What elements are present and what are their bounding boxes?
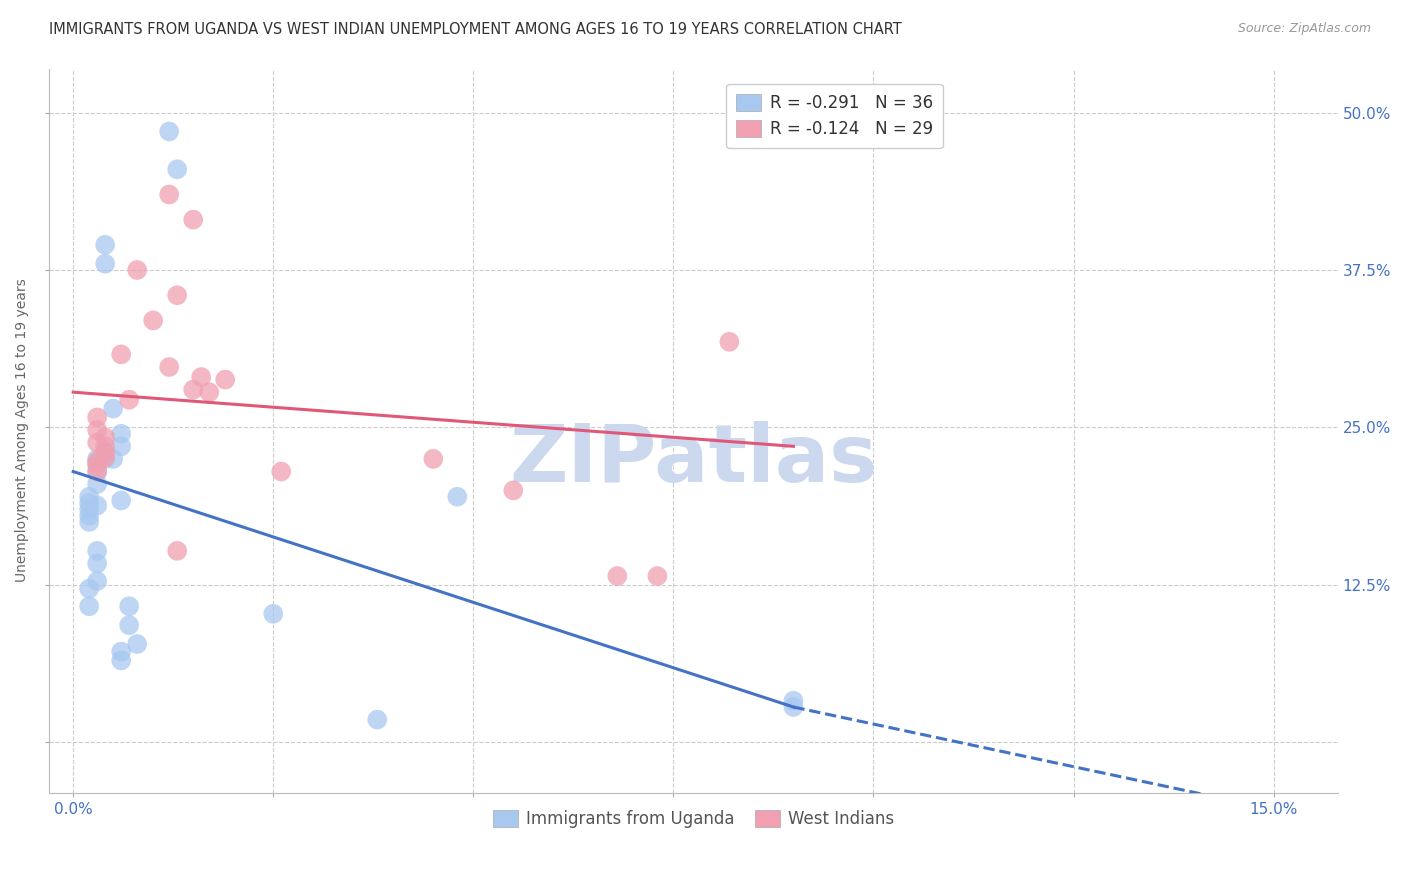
Point: [181, 383, 204, 397]
Point: [127, 637, 149, 651]
Point: [157, 359, 180, 374]
Point: [127, 263, 149, 277]
Point: [718, 334, 741, 349]
Point: [110, 653, 132, 667]
Point: [262, 607, 284, 621]
Point: [110, 439, 132, 453]
Point: [86, 544, 108, 558]
Point: [86, 465, 108, 479]
Point: [422, 451, 444, 466]
Point: [77, 515, 100, 529]
Point: [446, 490, 468, 504]
Point: [110, 426, 132, 441]
Point: [110, 347, 132, 361]
Point: [86, 451, 108, 466]
Point: [94, 450, 117, 465]
Point: [366, 713, 388, 727]
Point: [94, 237, 117, 252]
Point: [606, 569, 628, 583]
Point: [86, 423, 108, 437]
Point: [86, 477, 108, 491]
Point: [86, 557, 108, 571]
Point: [86, 574, 108, 588]
Point: [86, 465, 108, 479]
Point: [86, 458, 108, 473]
Point: [166, 288, 188, 302]
Point: [502, 483, 524, 498]
Point: [157, 124, 180, 138]
Point: [181, 212, 204, 227]
Point: [110, 644, 132, 658]
Point: [77, 582, 100, 596]
Point: [86, 499, 108, 513]
Point: [77, 508, 100, 523]
Point: [198, 385, 221, 400]
Point: [782, 694, 804, 708]
Point: [86, 456, 108, 470]
Point: [110, 493, 132, 508]
Point: [77, 599, 100, 614]
Legend: Immigrants from Uganda, West Indians: Immigrants from Uganda, West Indians: [486, 804, 901, 835]
Point: [94, 445, 117, 459]
Point: [118, 599, 141, 614]
Point: [86, 435, 108, 450]
Point: [101, 401, 124, 416]
Y-axis label: Unemployment Among Ages 16 to 19 years: Unemployment Among Ages 16 to 19 years: [15, 278, 30, 582]
Point: [77, 496, 100, 510]
Point: [101, 451, 124, 466]
Text: Source: ZipAtlas.com: Source: ZipAtlas.com: [1237, 22, 1371, 36]
Point: [77, 502, 100, 516]
Point: [190, 370, 212, 384]
Point: [166, 544, 188, 558]
Point: [782, 700, 804, 714]
Point: [94, 257, 117, 271]
Point: [214, 373, 236, 387]
Point: [94, 451, 117, 466]
Point: [86, 454, 108, 468]
Point: [118, 618, 141, 632]
Point: [270, 465, 292, 479]
Text: ZIPatlas: ZIPatlas: [509, 420, 877, 499]
Point: [118, 392, 141, 407]
Point: [77, 490, 100, 504]
Point: [94, 430, 117, 444]
Point: [647, 569, 669, 583]
Point: [94, 439, 117, 453]
Point: [157, 187, 180, 202]
Point: [142, 313, 165, 327]
Text: IMMIGRANTS FROM UGANDA VS WEST INDIAN UNEMPLOYMENT AMONG AGES 16 TO 19 YEARS COR: IMMIGRANTS FROM UGANDA VS WEST INDIAN UN…: [49, 22, 903, 37]
Point: [94, 445, 117, 459]
Point: [86, 410, 108, 425]
Point: [166, 162, 188, 177]
